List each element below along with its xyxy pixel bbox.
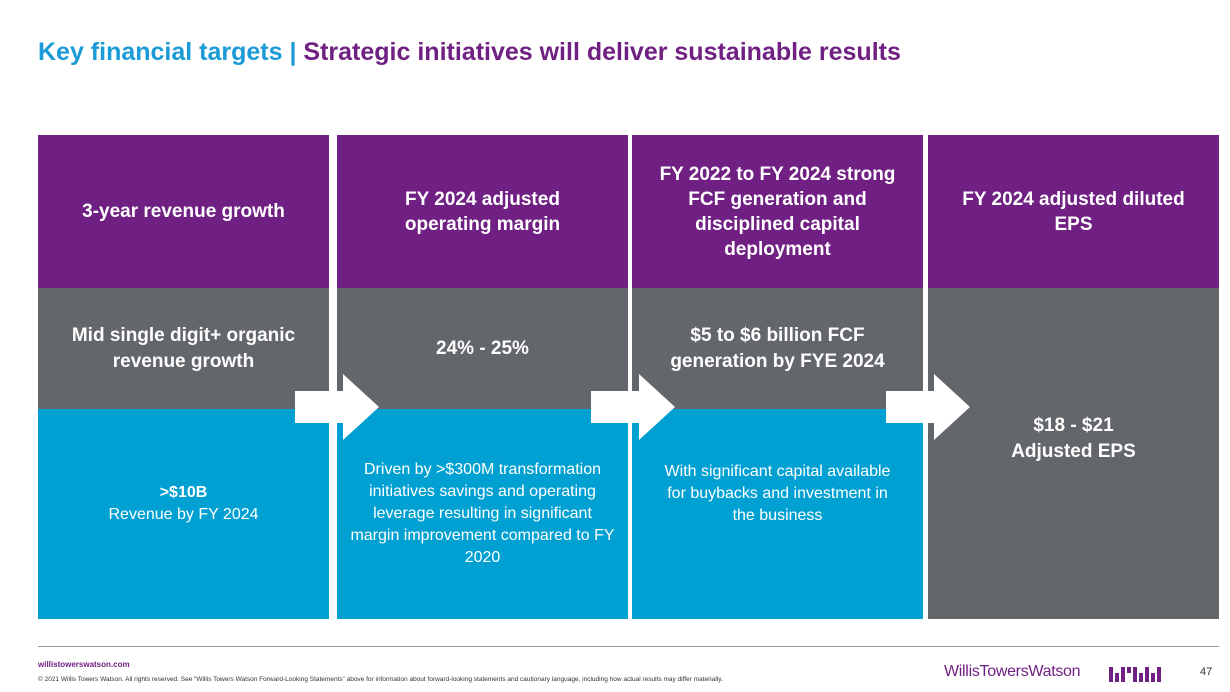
detail-strong: >$10B [159, 484, 208, 501]
column-header: FY 2024 adjusted operating margin [337, 135, 628, 288]
title-separator: | [282, 38, 304, 66]
eps-label: Adjusted EPS [1011, 440, 1136, 462]
column-adjusted-eps: FY 2024 adjusted diluted EPS $18 - $21 A… [928, 135, 1219, 619]
column-detail: With significant capital available for b… [632, 409, 923, 619]
column-target: Mid single digit+ organic revenue growth [38, 288, 329, 409]
arrow-right-icon [591, 374, 675, 440]
eps-range: $18 - $21 [1033, 414, 1114, 436]
column-target: $18 - $21 Adjusted EPS [928, 288, 1219, 619]
footer-legal: © 2021 Willis Towers Watson. All rights … [38, 676, 723, 683]
brand-mark-icon [1109, 667, 1161, 682]
page-number: 47 [1200, 666, 1213, 678]
column-header: 3-year revenue growth [38, 135, 329, 288]
column-detail: >$10B Revenue by FY 2024 [38, 409, 329, 619]
column-fcf-generation: FY 2022 to FY 2024 strong FCF generation… [632, 135, 923, 619]
slide-title: Key financial targets | Strategic initia… [38, 38, 901, 67]
footer-website: willistowerswatson.com [38, 660, 130, 669]
column-operating-margin: FY 2024 adjusted operating margin 24% - … [337, 135, 628, 619]
detail-text: Revenue by FY 2024 [108, 506, 259, 523]
title-part1: Key financial targets [38, 38, 283, 66]
column-revenue-growth: 3-year revenue growth Mid single digit+ … [38, 135, 329, 619]
column-target: $5 to $6 billion FCF generation by FYE 2… [632, 288, 923, 409]
arrow-right-icon [886, 374, 970, 440]
arrow-right-icon [295, 374, 379, 440]
brand-logo: WillisTowersWatson [944, 663, 1081, 680]
title-part2: Strategic initiatives will deliver susta… [303, 38, 901, 66]
column-header: FY 2022 to FY 2024 strong FCF generation… [632, 135, 923, 288]
footer-divider [38, 646, 1219, 647]
column-detail: Driven by >$300M transformation initiati… [337, 409, 628, 619]
column-header: FY 2024 adjusted diluted EPS [928, 135, 1219, 288]
column-target: 24% - 25% [337, 288, 628, 409]
